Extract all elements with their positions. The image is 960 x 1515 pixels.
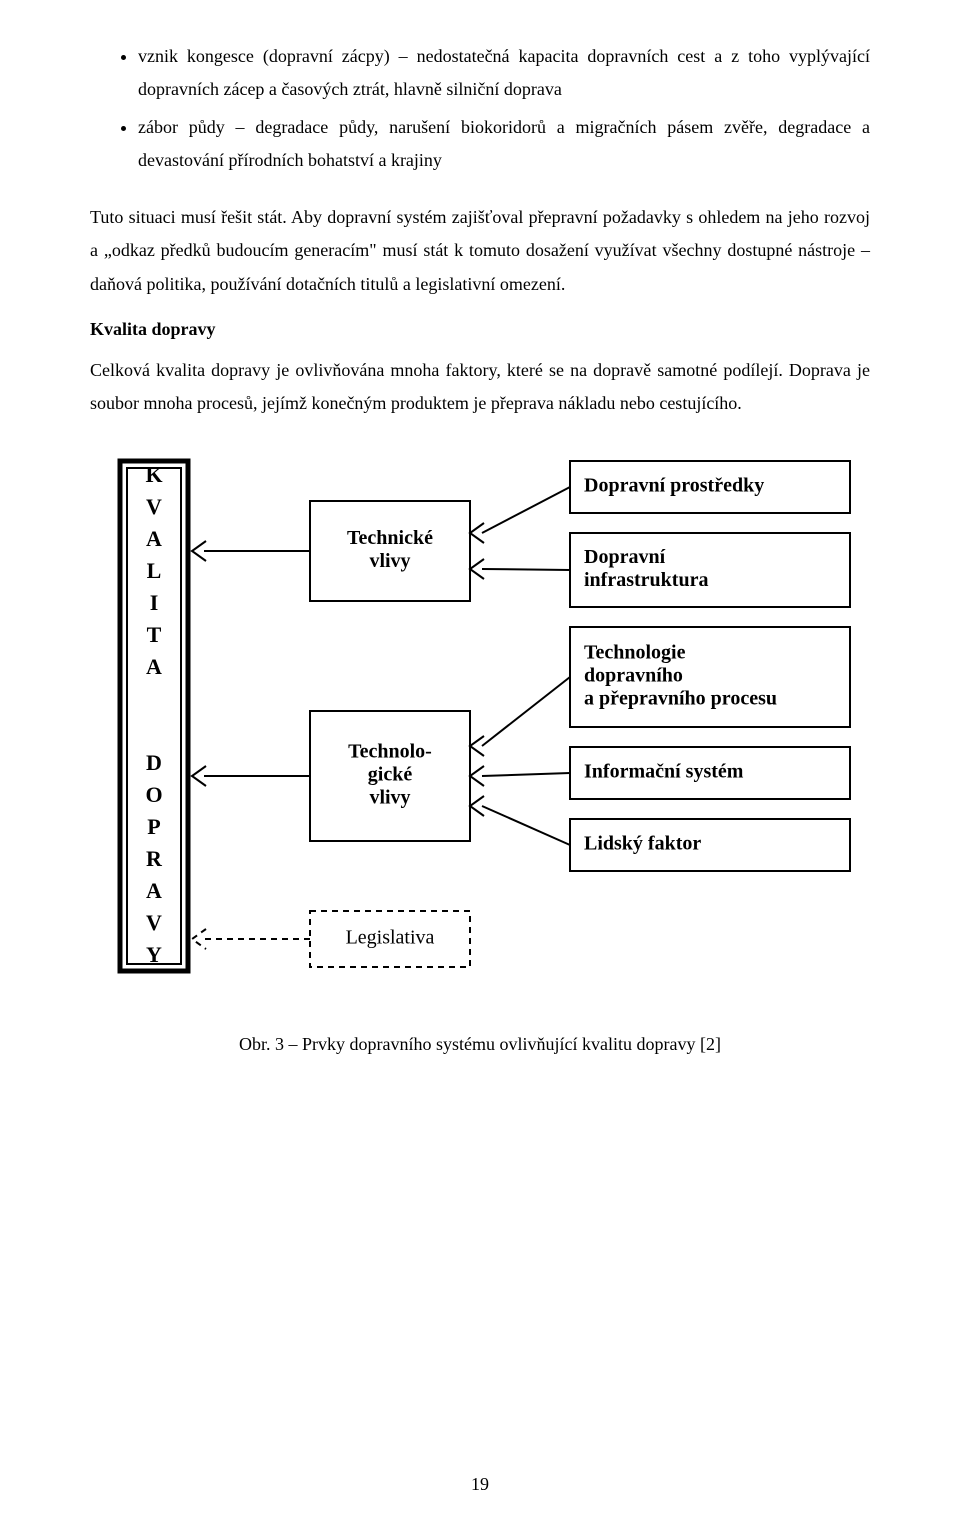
- section-heading: Kvalita dopravy: [90, 319, 870, 340]
- svg-text:A: A: [146, 654, 162, 679]
- svg-text:T: T: [147, 622, 162, 647]
- svg-text:I: I: [150, 590, 159, 615]
- svg-text:R: R: [146, 846, 163, 871]
- svg-text:Informační systém: Informační systém: [584, 760, 744, 782]
- svg-text:Dopravní: Dopravní: [584, 546, 666, 568]
- svg-text:L: L: [147, 558, 162, 583]
- svg-text:Legislativa: Legislativa: [346, 926, 435, 948]
- svg-text:Y: Y: [146, 942, 162, 967]
- svg-text:A: A: [146, 526, 162, 551]
- svg-text:dopravního: dopravního: [584, 664, 683, 686]
- flowchart-svg: KVALITA DOPRAVYTechnickévlivyTechnolo-gi…: [90, 441, 870, 1001]
- svg-text:V: V: [146, 910, 162, 935]
- page: vznik kongesce (dopravní zácpy) – nedost…: [0, 0, 960, 1515]
- bullet-item: zábor půdy – degradace půdy, narušení bi…: [138, 111, 870, 178]
- svg-text:infrastruktura: infrastruktura: [584, 569, 708, 591]
- svg-text:a přepravního procesu: a přepravního procesu: [584, 687, 777, 709]
- paragraph: Tuto situaci musí řešit stát. Aby doprav…: [90, 201, 870, 301]
- svg-text:Technologie: Technologie: [584, 641, 686, 663]
- svg-text:Lidský faktor: Lidský faktor: [584, 832, 701, 854]
- diagram: KVALITA DOPRAVYTechnickévlivyTechnolo-gi…: [90, 441, 870, 1006]
- svg-text:D: D: [146, 750, 162, 775]
- svg-text:A: A: [146, 878, 162, 903]
- svg-text:gické: gické: [368, 763, 413, 785]
- svg-text:V: V: [146, 494, 162, 519]
- svg-text:O: O: [145, 782, 162, 807]
- svg-text:Technické: Technické: [347, 527, 433, 549]
- page-number: 19: [0, 1474, 960, 1495]
- paragraph: Celková kvalita dopravy je ovlivňována m…: [90, 354, 870, 421]
- bullet-item: vznik kongesce (dopravní zácpy) – nedost…: [138, 40, 870, 107]
- svg-text:Technolo-: Technolo-: [348, 740, 432, 762]
- svg-text:vlivy: vlivy: [369, 550, 410, 572]
- svg-text:K: K: [145, 462, 162, 487]
- svg-text:P: P: [147, 814, 160, 839]
- bullet-list: vznik kongesce (dopravní zácpy) – nedost…: [90, 40, 870, 177]
- figure-caption: Obr. 3 – Prvky dopravního systému ovlivň…: [90, 1034, 870, 1055]
- svg-text:vlivy: vlivy: [369, 786, 410, 808]
- svg-text:Dopravní prostředky: Dopravní prostředky: [584, 474, 764, 496]
